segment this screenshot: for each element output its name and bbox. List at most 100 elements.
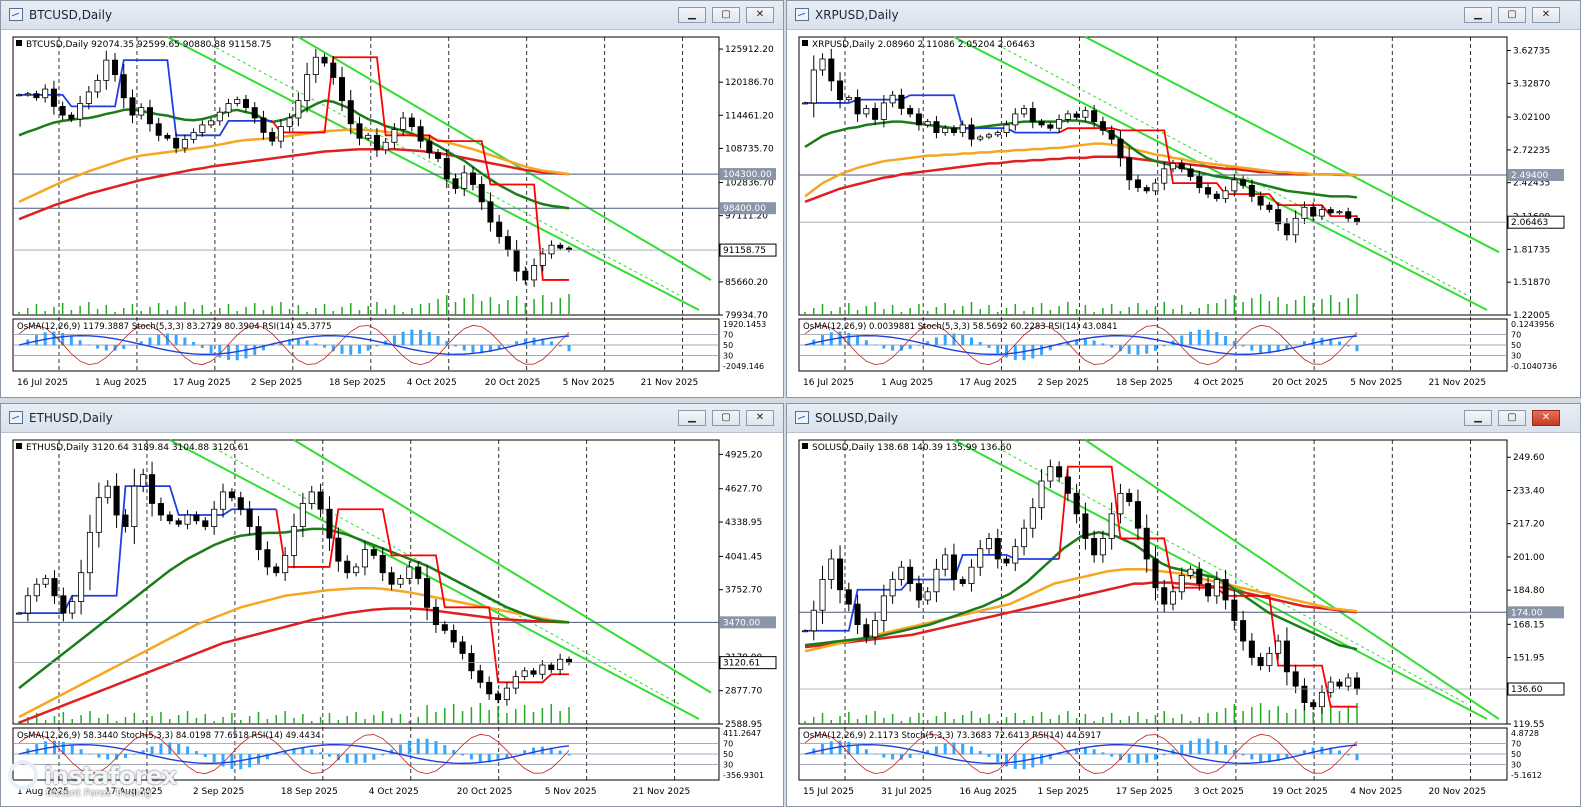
minimize-button[interactable]: ▁ xyxy=(1464,410,1492,426)
chart-window-solusd[interactable]: SOLUSD,Daily ▁ ▢ ✕ 15 Jul 2025 31 Jul 202… xyxy=(786,403,1581,807)
candle-body xyxy=(959,124,966,133)
osma-bar xyxy=(1092,340,1096,346)
candle-body xyxy=(175,520,182,525)
candle-body xyxy=(837,558,844,591)
chart-canvas[interactable]: 15 Jul 2025 31 Jul 2025 16 Aug 2025 1 Sep 2… xyxy=(797,438,1567,804)
osma-bar xyxy=(349,345,353,355)
candle-body xyxy=(344,560,351,574)
osma-bar xyxy=(104,345,108,351)
candle-body xyxy=(339,77,346,102)
osma-bar xyxy=(908,345,912,349)
osma-bar xyxy=(1110,754,1114,757)
candle-body xyxy=(397,578,404,585)
osma-bar xyxy=(141,750,145,755)
candle-body xyxy=(1327,681,1334,693)
x-tick-label: 16 Aug 2025 xyxy=(959,787,1017,797)
window-titlebar[interactable]: ETHUSD,Daily ▁ ▢ ✕ xyxy=(1,404,783,433)
osma-bar xyxy=(177,743,181,755)
chart-window-ethusd[interactable]: ETHUSD,Daily ▁ ▢ ✕ 1 Aug 2025 17 Aug 2025… xyxy=(0,403,784,807)
candle-body xyxy=(863,108,870,115)
candle-body xyxy=(120,74,127,99)
price-chart-btcusd[interactable]: 16 Jul 2025 1 Aug 2025 17 Aug 2025 2 Sep 20… xyxy=(11,35,779,391)
close-button[interactable]: ✕ xyxy=(746,410,774,426)
candle-body xyxy=(308,491,315,504)
candle-body xyxy=(199,124,206,133)
chart-canvas[interactable]: 16 Jul 2025 1 Aug 2025 17 Aug 2025 2 Sep 20… xyxy=(797,35,1567,395)
candle-body xyxy=(898,94,905,109)
osma-bar xyxy=(443,745,447,755)
x-tick-label: 31 Jul 2025 xyxy=(881,787,932,797)
close-button[interactable]: ✕ xyxy=(1532,7,1560,23)
chart-window-btcusd[interactable]: BTCUSD,Daily ▁ ▢ ✕ 16 Jul 2025 1 Aug 2025… xyxy=(0,0,784,398)
osma-bar xyxy=(1267,754,1271,763)
osma-bar xyxy=(943,743,947,755)
candle-body xyxy=(251,107,258,119)
window-titlebar[interactable]: BTCUSD,Daily ▁ ▢ ✕ xyxy=(1,1,783,30)
osma-bar xyxy=(410,329,414,346)
osma-bar xyxy=(327,754,331,757)
y-tick-label: 3752.70 xyxy=(725,586,762,596)
close-button[interactable]: ✕ xyxy=(1532,410,1560,426)
osma-bar xyxy=(203,754,207,757)
osma-bar xyxy=(253,345,257,355)
osma-bar xyxy=(1259,345,1263,353)
x-tick-label: 17 Aug 2025 xyxy=(173,378,231,388)
candle-body xyxy=(1178,162,1185,170)
candle-body xyxy=(400,117,407,130)
rsi-line xyxy=(18,334,570,356)
price-panel xyxy=(12,36,720,316)
osc-level-label: 50 xyxy=(723,750,733,759)
minimize-button[interactable]: ▁ xyxy=(678,7,706,23)
ma-red-line xyxy=(18,147,570,221)
osma-bar xyxy=(1022,754,1026,770)
candle-body xyxy=(112,59,119,75)
candle-body xyxy=(260,117,267,133)
osma-bar xyxy=(478,754,482,762)
osma-bar xyxy=(1075,748,1079,755)
osma-bar xyxy=(899,345,903,351)
maximize-button[interactable]: ▢ xyxy=(712,7,740,23)
candle-body xyxy=(503,687,510,701)
x-tick-label: 21 Nov 2025 xyxy=(1428,378,1486,388)
stoch-line xyxy=(18,324,570,366)
osma-bar xyxy=(323,345,327,348)
candle-body xyxy=(443,158,450,180)
minimize-button[interactable]: ▁ xyxy=(1464,7,1492,23)
maximize-button[interactable]: ▢ xyxy=(1498,7,1526,23)
chart-canvas[interactable]: 1 Aug 2025 17 Aug 2025 2 Sep 2025 18 Sep 20… xyxy=(11,438,779,804)
ma-orange-line xyxy=(804,142,1358,198)
osma-bar xyxy=(454,345,458,347)
candle-body xyxy=(1064,113,1071,120)
osma-bar xyxy=(1040,345,1044,355)
price-chart-ethusd[interactable]: 1 Aug 2025 17 Aug 2025 2 Sep 2025 18 Sep 20… xyxy=(11,438,779,800)
window-titlebar[interactable]: XRPUSD,Daily ▁ ▢ ✕ xyxy=(787,1,1580,30)
price-chart-solusd[interactable]: 15 Jul 2025 31 Jul 2025 16 Aug 2025 1 Sep 2… xyxy=(797,438,1567,800)
osma-bar xyxy=(69,336,73,346)
candle-body xyxy=(1143,187,1150,192)
price-chart-xrpusd[interactable]: 16 Jul 2025 1 Aug 2025 17 Aug 2025 2 Sep 20… xyxy=(797,35,1567,391)
osma-bar xyxy=(218,345,222,358)
maximize-button[interactable]: ▢ xyxy=(1498,410,1526,426)
x-tick-label: 17 Sep 2025 xyxy=(1116,787,1173,797)
osma-bar xyxy=(1232,340,1236,346)
candle-body xyxy=(1353,677,1361,690)
osma-bar xyxy=(235,345,239,361)
stoch-line xyxy=(804,733,1358,775)
candle-body xyxy=(1161,168,1168,184)
osc-level-label: 30 xyxy=(723,760,733,769)
candle-body xyxy=(193,514,200,522)
window-titlebar[interactable]: SOLUSD,Daily ▁ ▢ ✕ xyxy=(787,404,1580,433)
chart-window-xrpusd[interactable]: XRPUSD,Daily ▁ ▢ ✕ 16 Jul 2025 1 Aug 2025… xyxy=(786,0,1581,398)
x-tick-label: 4 Oct 2025 xyxy=(1194,378,1244,388)
level-label: 104300.00 xyxy=(723,170,772,180)
price-label: 136.60 xyxy=(1511,685,1543,695)
osma-bar xyxy=(1250,754,1254,760)
close-button[interactable]: ✕ xyxy=(746,7,774,23)
candle-body xyxy=(1240,179,1247,186)
candle-body xyxy=(880,595,887,621)
osma-bar xyxy=(1294,344,1298,346)
chart-canvas[interactable]: 16 Jul 2025 1 Aug 2025 17 Aug 2025 2 Sep 20… xyxy=(11,35,779,395)
minimize-button[interactable]: ▁ xyxy=(678,410,706,426)
maximize-button[interactable]: ▢ xyxy=(712,410,740,426)
candle-body xyxy=(810,609,817,632)
